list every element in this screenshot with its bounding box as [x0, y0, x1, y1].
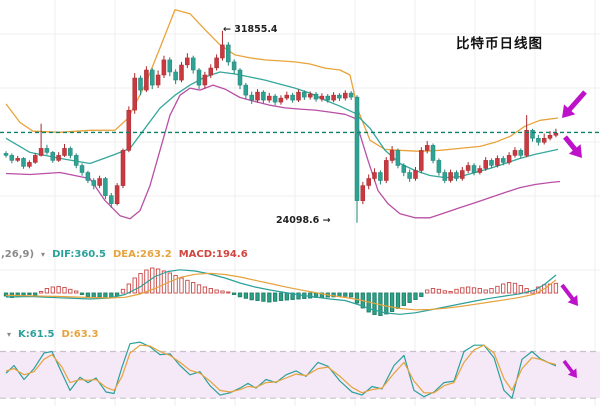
- bollinger-middle-line: [5, 71, 559, 179]
- candlestick-series: [3, 30, 559, 223]
- low-price-annotation: 24098.6 →: [276, 215, 331, 226]
- kdj-d-line: [5, 344, 557, 394]
- chart-title: 比特币日线图: [456, 36, 543, 52]
- macd-params-label: ,26,9): [1, 249, 35, 260]
- macd-dif-line: [5, 269, 557, 315]
- macd-dea-line: [5, 272, 557, 311]
- macd-macd-value: MACD:194.6: [178, 249, 248, 260]
- macd-dea-value: DEA:263.2: [113, 249, 172, 260]
- kdj-collapse-caret-icon[interactable]: ▾: [7, 330, 12, 339]
- bollinger-lower-line: [5, 84, 561, 220]
- high-price-annotation: ← 31855.4: [223, 24, 278, 35]
- trend-arrows: [560, 90, 587, 378]
- kdj-d-value: D:63.3: [61, 329, 99, 340]
- kdj-k-value: K:61.5: [18, 329, 55, 340]
- bollinger-upper-line: [5, 9, 559, 152]
- kdj-indicator-header: ▾ K:61.5 D:63.3: [7, 330, 105, 340]
- macd-dif-value: DIF:360.5: [52, 249, 106, 260]
- macd-collapse-caret-icon[interactable]: ▾: [41, 250, 46, 259]
- macd-indicator-header: ,26,9) ▾ DIF:360.5 DEA:263.2 MACD:194.6: [1, 250, 255, 260]
